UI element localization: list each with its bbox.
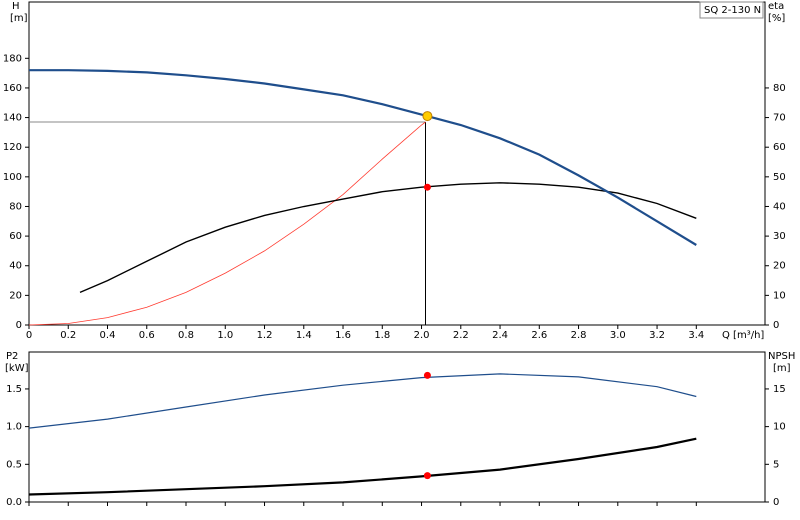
y-tick-label: 1.5 [6,384,22,395]
x-tick-label: 1.4 [296,330,312,341]
y2-tick-label: 50 [773,172,786,183]
x-tick-label: 3.2 [649,330,665,341]
y-tick-label: 140 [3,113,22,124]
x-tick-label: 0.4 [100,330,116,341]
y2-tick-label: 0 [773,497,779,508]
curve [28,121,426,326]
y-tick-label: 0.0 [6,497,22,508]
plot-frame [28,1,766,326]
y2-tick-label: 10 [773,422,786,433]
x-tick-label: 0.2 [60,330,76,341]
y2-tick-label: 40 [773,201,786,212]
operating-point [423,371,431,379]
x-tick-label: 2.8 [571,330,587,341]
y-axis-label: [m] [10,13,28,24]
curve [29,69,697,246]
y2-tick-label: 5 [773,459,779,470]
y2-axis-label: [m] [773,363,791,374]
y2-tick-label: 20 [773,261,786,272]
y-tick-label: 20 [9,290,22,301]
curve [28,437,697,496]
x-tick-label: 1.2 [257,330,273,341]
y2-tick-label: 10 [773,290,786,301]
x-tick-label: 0 [26,330,32,341]
x-tick-label: 1.0 [217,330,233,341]
y-tick-label: 60 [9,231,22,242]
y-tick-label: 120 [3,142,22,153]
y-tick-label: 1.0 [6,422,22,433]
y-tick-label: 0.5 [6,459,22,470]
curve [79,182,697,294]
y2-axis-label: eta [768,1,784,12]
x-tick-label: 2.4 [492,330,508,341]
y-axis-label: H [12,1,20,12]
y-tick-label: 40 [9,261,22,272]
chart-title: SQ 2-130 N [704,5,761,16]
title-box [699,1,764,19]
plot-frame [28,351,766,503]
operating-point [422,111,433,122]
y-tick-label: 80 [9,201,22,212]
y2-tick-label: 60 [773,142,786,153]
x-axis-label: Q [m³/h] [722,330,764,341]
y2-tick-label: 15 [773,384,786,395]
x-tick-label: 0.6 [139,330,155,341]
y-tick-label: 0 [16,320,22,331]
y2-axis-label: [%] [768,13,785,24]
x-tick-label: 0.8 [178,330,194,341]
x-tick-label: 2.2 [453,330,469,341]
y-axis-label: P2 [6,351,18,362]
y2-tick-label: 80 [773,83,786,94]
x-tick-label: 2.6 [531,330,547,341]
x-tick-label: 1.6 [335,330,351,341]
x-tick-label: 3.0 [610,330,626,341]
y-tick-label: 180 [3,53,22,64]
operating-point [423,472,431,480]
y-tick-label: 100 [3,172,22,183]
operating-point [423,183,431,191]
y2-axis-label: NPSH [768,351,795,362]
curve [28,373,697,429]
y2-tick-label: 30 [773,231,786,242]
y2-tick-label: 70 [773,113,786,124]
y-axis-label: [kW] [5,363,29,374]
x-tick-label: 3.4 [688,330,704,341]
x-tick-label: 2.0 [414,330,430,341]
y-tick-label: 160 [3,83,22,94]
y2-tick-label: 0 [773,320,779,331]
x-tick-label: 1.8 [374,330,390,341]
